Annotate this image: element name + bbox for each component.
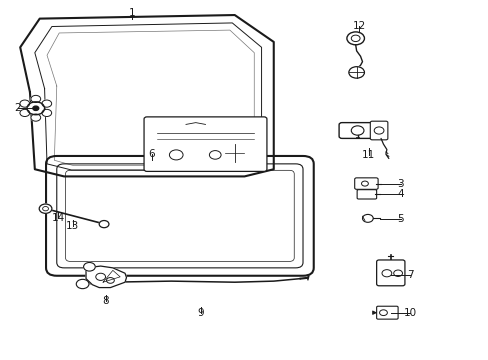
- Text: 11: 11: [362, 150, 375, 160]
- Text: 2: 2: [15, 103, 21, 113]
- Circle shape: [33, 106, 39, 111]
- Circle shape: [42, 109, 52, 117]
- Text: 7: 7: [406, 270, 413, 280]
- FancyBboxPatch shape: [338, 123, 376, 138]
- Circle shape: [31, 95, 41, 103]
- FancyBboxPatch shape: [354, 178, 377, 189]
- Text: 8: 8: [102, 296, 109, 306]
- Circle shape: [20, 109, 30, 117]
- Circle shape: [39, 204, 52, 213]
- Text: 5: 5: [396, 215, 403, 224]
- FancyBboxPatch shape: [376, 306, 397, 319]
- Circle shape: [169, 150, 183, 160]
- Circle shape: [20, 100, 30, 107]
- Text: 6: 6: [148, 149, 155, 159]
- Circle shape: [348, 67, 364, 78]
- FancyBboxPatch shape: [356, 190, 376, 199]
- Circle shape: [83, 262, 95, 271]
- FancyBboxPatch shape: [369, 121, 387, 140]
- Polygon shape: [86, 266, 126, 288]
- Text: 10: 10: [403, 308, 416, 318]
- Text: 9: 9: [197, 309, 203, 318]
- Circle shape: [31, 114, 41, 121]
- Circle shape: [362, 215, 372, 222]
- FancyBboxPatch shape: [144, 117, 266, 171]
- Text: 3: 3: [396, 179, 403, 189]
- Polygon shape: [20, 15, 273, 176]
- Circle shape: [350, 126, 363, 135]
- Text: 4: 4: [396, 189, 403, 199]
- Text: 14: 14: [52, 213, 65, 222]
- Circle shape: [350, 35, 359, 41]
- Circle shape: [42, 100, 52, 107]
- Circle shape: [27, 102, 44, 115]
- Text: 1: 1: [129, 8, 135, 18]
- FancyBboxPatch shape: [46, 156, 313, 276]
- FancyBboxPatch shape: [376, 260, 404, 286]
- Circle shape: [76, 279, 89, 289]
- Circle shape: [346, 32, 364, 45]
- Circle shape: [209, 150, 221, 159]
- Text: 12: 12: [352, 21, 365, 31]
- Circle shape: [99, 221, 109, 228]
- Text: 13: 13: [66, 221, 80, 231]
